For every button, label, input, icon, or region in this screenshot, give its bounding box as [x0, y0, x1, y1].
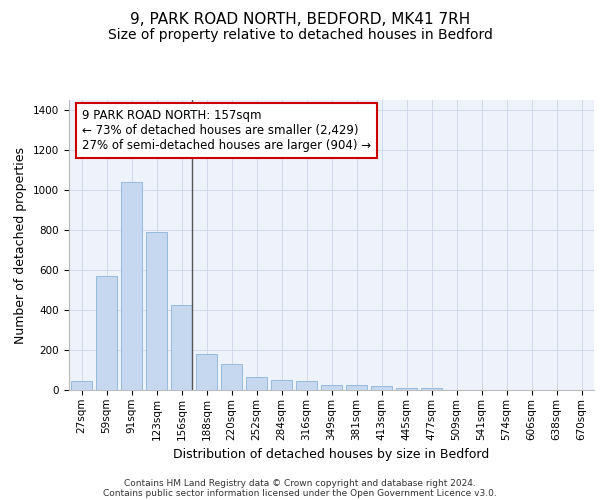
Bar [221, 364, 242, 390]
Text: 9 PARK ROAD NORTH: 157sqm
← 73% of detached houses are smaller (2,429)
27% of se: 9 PARK ROAD NORTH: 157sqm ← 73% of detac… [82, 108, 371, 152]
X-axis label: Distribution of detached houses by size in Bedford: Distribution of detached houses by size … [173, 448, 490, 461]
Bar [146, 232, 167, 390]
Bar [246, 378, 267, 390]
Bar [121, 182, 142, 390]
Bar [421, 388, 442, 390]
Bar [196, 354, 217, 390]
Bar [396, 388, 417, 390]
Bar [271, 380, 292, 390]
Text: 9, PARK ROAD NORTH, BEDFORD, MK41 7RH: 9, PARK ROAD NORTH, BEDFORD, MK41 7RH [130, 12, 470, 28]
Bar [96, 276, 117, 390]
Bar [346, 385, 367, 390]
Text: Contains HM Land Registry data © Crown copyright and database right 2024.: Contains HM Land Registry data © Crown c… [124, 478, 476, 488]
Text: Contains public sector information licensed under the Open Government Licence v3: Contains public sector information licen… [103, 488, 497, 498]
Bar [296, 380, 317, 390]
Y-axis label: Number of detached properties: Number of detached properties [14, 146, 28, 344]
Text: Size of property relative to detached houses in Bedford: Size of property relative to detached ho… [107, 28, 493, 42]
Bar [71, 380, 92, 390]
Bar [321, 384, 342, 390]
Bar [171, 305, 192, 390]
Bar [371, 386, 392, 390]
